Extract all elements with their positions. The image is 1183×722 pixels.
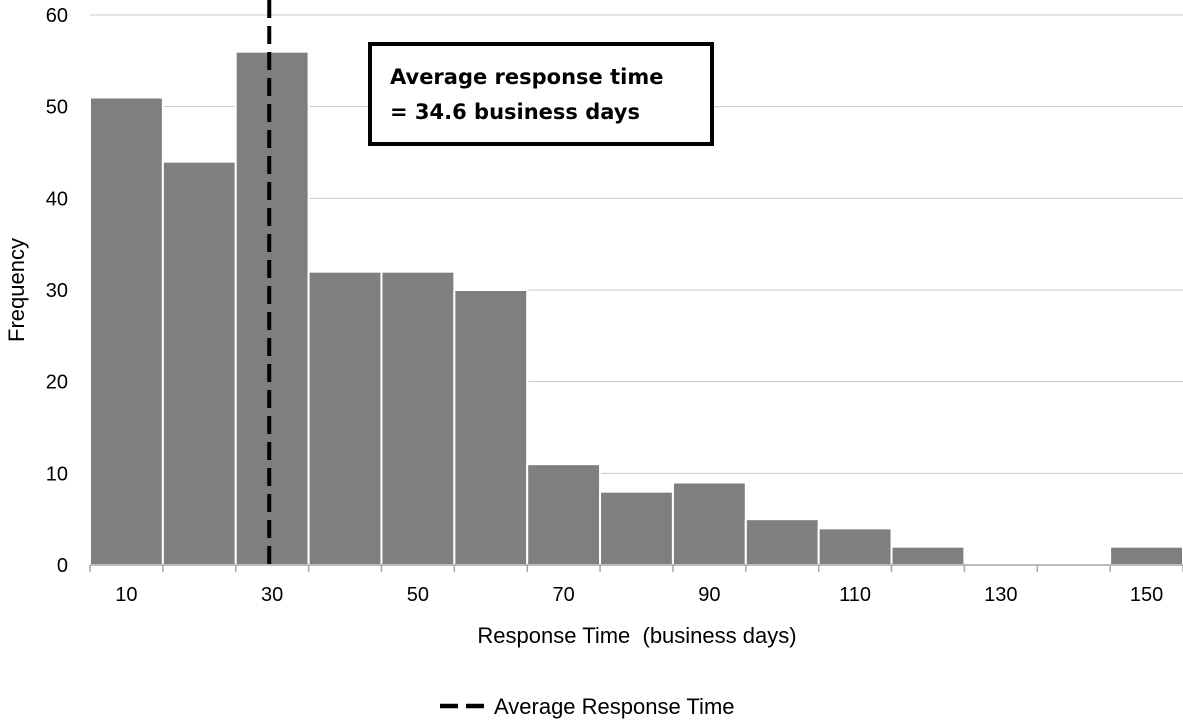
annotation-line-2: = 34.6 business days: [390, 100, 640, 124]
y-tick-label: 60: [46, 5, 68, 27]
histogram-bar: [890, 545, 966, 567]
x-axis-label: Response Time (business days): [477, 623, 796, 648]
histogram-bar: [161, 160, 237, 567]
y-tick-label: 0: [57, 555, 68, 577]
histogram-bar: [744, 518, 820, 567]
y-tick-label: 20: [46, 372, 68, 394]
annotation-box: Average response time = 34.6 business da…: [368, 42, 714, 146]
x-tick-label: 10: [115, 584, 137, 606]
annotation-line-1: Average response time: [390, 65, 663, 89]
x-tick-label: 30: [261, 584, 283, 606]
histogram-bar: [526, 463, 602, 566]
histogram-bar: [599, 490, 674, 566]
y-tick-label: 30: [46, 280, 68, 302]
x-tick-label: 110: [839, 584, 871, 606]
x-tick-label: 90: [698, 584, 720, 606]
x-tick-label: 130: [984, 584, 1017, 606]
y-tick-label: 10: [46, 463, 68, 485]
x-tick-label: 150: [1130, 584, 1163, 606]
x-tick-label: 70: [553, 584, 575, 606]
x-tick-label: 50: [407, 584, 429, 606]
histogram-bar: [1109, 545, 1183, 567]
histogram-bar: [380, 270, 456, 566]
histogram-bar: [234, 50, 310, 566]
legend: Average Response Time: [440, 694, 735, 719]
legend-label: Average Response Time: [494, 694, 735, 719]
histogram-bar: [817, 527, 893, 566]
y-axis-label: Frequency: [4, 238, 29, 342]
histogram-bar: [453, 289, 529, 566]
y-axis-ticks: 0 10 20 30 40 50 60: [46, 5, 68, 577]
x-axis-ticks: 10 30 50 70 90 110 130 150: [89, 565, 1183, 606]
y-tick-label: 50: [46, 97, 68, 119]
histogram-bar: [307, 270, 383, 566]
y-tick-label: 40: [46, 188, 68, 210]
histogram-bars: [89, 50, 1183, 567]
histogram-bar: [671, 481, 747, 566]
histogram-bar: [89, 96, 164, 566]
